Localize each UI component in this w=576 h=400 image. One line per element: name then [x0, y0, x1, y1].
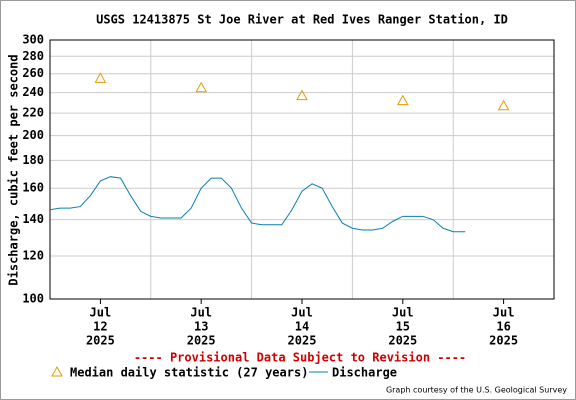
x-tick-label: 12 [93, 320, 107, 334]
x-tick-label: 2025 [86, 334, 115, 348]
median-marker [195, 81, 208, 93]
x-tick-label: 2025 [187, 334, 216, 348]
x-tick-label: 16 [496, 320, 510, 334]
y-tick-label: 220 [22, 106, 44, 120]
y-tick-label: 300 [22, 33, 44, 47]
y-tick-label: 120 [22, 249, 44, 263]
x-tick-label: 13 [194, 320, 208, 334]
y-tick-label: 260 [22, 66, 44, 80]
x-tick-label: Jul [392, 306, 414, 320]
legend-marker [51, 365, 63, 377]
x-tick-label: Jul [90, 306, 112, 320]
y-tick-label: 140 [22, 212, 44, 226]
median-marker [396, 94, 409, 106]
plot-border [49, 39, 555, 300]
x-tick-label: 2025 [288, 334, 317, 348]
y-tick-label: 180 [22, 153, 44, 167]
y-tick-label: 100 [22, 292, 44, 306]
x-tick-label: 14 [295, 320, 309, 334]
x-tick-label: Jul [291, 306, 313, 320]
credit: Graph courtesy of the U.S. Geological Su… [386, 386, 567, 395]
y-tick-label: 160 [22, 181, 44, 195]
y-tick-label: 280 [22, 49, 44, 63]
x-tick-label: 15 [396, 320, 410, 334]
x-tick-label: Jul [190, 306, 212, 320]
discharge-line [49, 176, 466, 233]
x-tick-label: Jul [493, 306, 515, 320]
y-axis-label: Discharge, cubic feet per second [7, 54, 21, 285]
x-tick-label: 2025 [388, 334, 417, 348]
plot-area [50, 40, 554, 299]
median-marker [94, 72, 107, 83]
y-tick-label: 240 [22, 85, 44, 99]
legend-label: Discharge [332, 366, 397, 380]
median-marker [497, 99, 510, 111]
legend-label: Median daily statistic (27 years) [70, 366, 308, 380]
x-tick-label: 2025 [489, 334, 518, 348]
chart-title: USGS 12413875 St Joe River at Red Ives R… [96, 13, 508, 27]
y-tick-label: 200 [22, 128, 44, 142]
annotation: ---- Provisional Data Subject to Revisio… [134, 351, 466, 365]
median-marker [296, 89, 308, 101]
